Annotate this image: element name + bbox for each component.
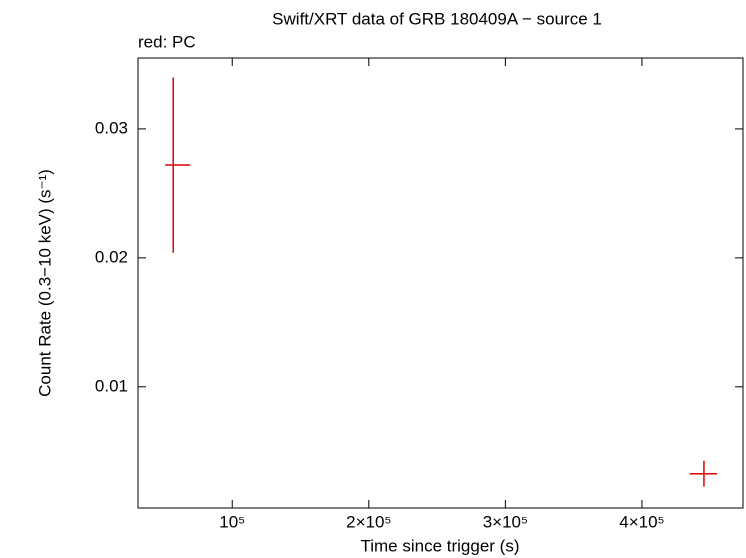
y-tick-label: 0.01 bbox=[95, 376, 128, 395]
x-axis-label: Time since trigger (s) bbox=[360, 536, 519, 555]
y-axis-label: Count Rate (0.3−10 keV) (s⁻¹) bbox=[35, 169, 54, 397]
y-tick-label: 0.03 bbox=[95, 118, 128, 137]
x-tick-label: 2×10⁵ bbox=[346, 512, 391, 531]
x-tick-label: 3×10⁵ bbox=[483, 512, 528, 531]
y-tick-label: 0.02 bbox=[95, 247, 128, 266]
chart-subtitle: red: PC bbox=[138, 32, 196, 51]
chart-title: Swift/XRT data of GRB 180409A − source 1 bbox=[272, 9, 602, 28]
plot-frame bbox=[137, 57, 744, 509]
x-tick-label: 10⁵ bbox=[219, 512, 245, 531]
x-tick-label: 4×10⁵ bbox=[619, 512, 664, 531]
